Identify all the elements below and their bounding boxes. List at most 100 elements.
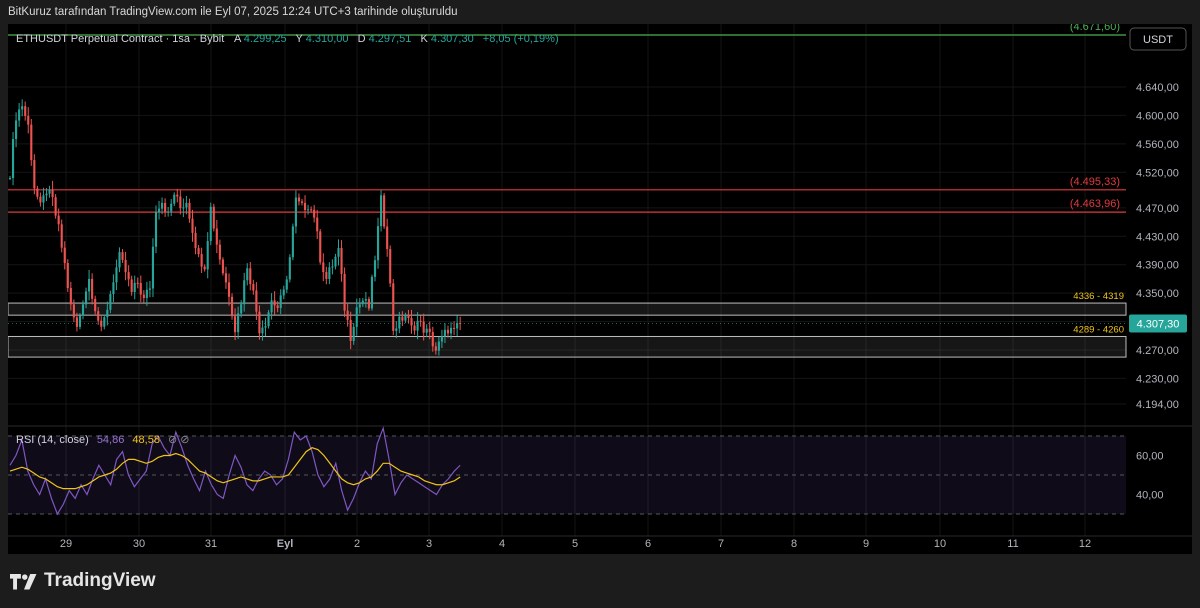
candle-body <box>72 304 75 318</box>
candle-body <box>294 197 297 227</box>
svg-text:A 4.299,25 Y: A 4.299,25 Y 4.310,00 D 4.297,51 K 4.307… <box>234 33 559 45</box>
low-label: D <box>358 33 366 45</box>
candle-body <box>30 124 33 161</box>
change-value: +8,05 (+0,19%) <box>483 33 559 45</box>
candle-body <box>130 279 133 293</box>
candle-body <box>419 320 422 322</box>
visibility-icon: ⊘ ⊘ <box>168 434 190 446</box>
candle-body <box>230 296 234 317</box>
time-tick: 11 <box>1007 538 1018 550</box>
candle-body <box>373 260 377 277</box>
candle-body <box>42 195 45 203</box>
candle-body <box>176 194 179 197</box>
horizontal-levels: (4.671,60) (4.495,33) (4.463,96) <box>8 24 1126 213</box>
candle-body <box>300 201 304 203</box>
candle-body <box>334 256 337 267</box>
candle-body <box>91 278 94 299</box>
candle-body <box>54 197 57 216</box>
candle-body <box>361 300 364 305</box>
candle-series <box>8 99 1126 356</box>
candle-body <box>106 309 109 318</box>
candle-body <box>425 328 428 333</box>
candle-body <box>167 211 170 213</box>
candle-body <box>218 244 221 260</box>
candle-body <box>215 228 218 245</box>
candle-body <box>33 160 36 189</box>
time-tick: 9 <box>863 538 869 550</box>
rsi-value: 54,86 <box>97 434 125 446</box>
candle-body <box>145 289 148 299</box>
candle-body <box>282 289 285 296</box>
candle-body <box>395 328 398 331</box>
tradingview-logo[interactable]: TradingView <box>10 570 156 592</box>
candle-body <box>252 284 255 291</box>
chart-canvas[interactable]: 4336 - 4319 4289 - 4260 (4.671,60) (4.495,… <box>8 24 1192 554</box>
candle-body <box>157 208 161 212</box>
candle-body <box>21 106 24 110</box>
candle-body <box>358 304 361 308</box>
candle-body <box>11 139 15 178</box>
candle-body <box>212 206 215 229</box>
candle-body <box>276 305 279 308</box>
candle-body <box>398 316 401 329</box>
candle-body <box>8 177 12 179</box>
candle-body <box>194 232 197 249</box>
currency-button[interactable]: USDT <box>1129 27 1187 51</box>
candle-body <box>355 307 358 327</box>
price-tick: 4.194,00 <box>1136 399 1179 411</box>
candle-body <box>446 329 450 334</box>
candle-body <box>255 290 258 312</box>
candle-body <box>221 259 224 274</box>
candle-body <box>234 316 237 333</box>
candle-body <box>118 252 121 268</box>
time-tick: 6 <box>645 538 651 550</box>
candle-body <box>15 120 18 140</box>
time-axis: 29 30 31 Eyl 2 3 4 5 6 7 8 9 10 11 12 <box>8 535 1192 550</box>
candle-body <box>258 311 261 334</box>
support-zone <box>8 302 1127 316</box>
candle-body <box>133 282 136 293</box>
candle-body <box>224 273 228 283</box>
time-tick: 4 <box>499 538 505 550</box>
currency-label: USDT <box>1143 34 1173 46</box>
price-tick: 4.230,00 <box>1136 373 1179 385</box>
close-label: K <box>420 33 428 45</box>
chart-credit: BitKuruz tarafından TradingView.com ile … <box>8 6 458 18</box>
candle-body <box>273 300 276 306</box>
candle-body <box>151 246 155 289</box>
candle-body <box>161 202 164 209</box>
chart-area[interactable]: 4336 - 4319 4289 - 4260 (4.671,60) (4.495,… <box>8 24 1192 554</box>
candle-body <box>84 291 88 305</box>
price-tick: 4.390,00 <box>1136 260 1179 272</box>
candle-body <box>316 217 319 232</box>
candle-body <box>109 294 112 310</box>
candle-body <box>370 276 374 309</box>
candle-body <box>270 300 273 313</box>
candle-body <box>121 252 124 260</box>
candle-body <box>437 341 440 351</box>
candle-body <box>112 282 115 295</box>
high-value: 4.310,00 <box>306 33 349 45</box>
current-price-tag <box>1129 314 1187 333</box>
symbol-legend[interactable]: ETHUSDT Perpetual Contract · 1sa · Bybit <box>16 33 224 45</box>
time-tick: 31 <box>205 538 217 550</box>
candle-body <box>78 315 82 327</box>
candle-body <box>297 197 301 202</box>
candle-body <box>206 241 209 270</box>
time-tick: 29 <box>60 538 72 550</box>
time-tick: 2 <box>354 538 360 550</box>
candle-body <box>39 196 42 203</box>
candle-body <box>27 115 30 125</box>
time-tick: 3 <box>426 538 432 550</box>
zone-label: 4289 - 4260 <box>1073 324 1124 335</box>
candle-body <box>243 280 246 305</box>
candle-body <box>100 320 103 327</box>
candle-body <box>94 298 97 312</box>
price-tick: 4.520,00 <box>1136 167 1179 179</box>
candle-body <box>285 279 288 290</box>
rsi-band-fill <box>8 436 1126 514</box>
candle-body <box>154 211 158 247</box>
svg-text:RSI (14, close) 54,86: RSI (14, close) 54,86 48,58 ⊘ ⊘ <box>16 434 190 446</box>
price-tick: 4.640,00 <box>1136 82 1179 94</box>
time-tick: 8 <box>791 538 797 550</box>
